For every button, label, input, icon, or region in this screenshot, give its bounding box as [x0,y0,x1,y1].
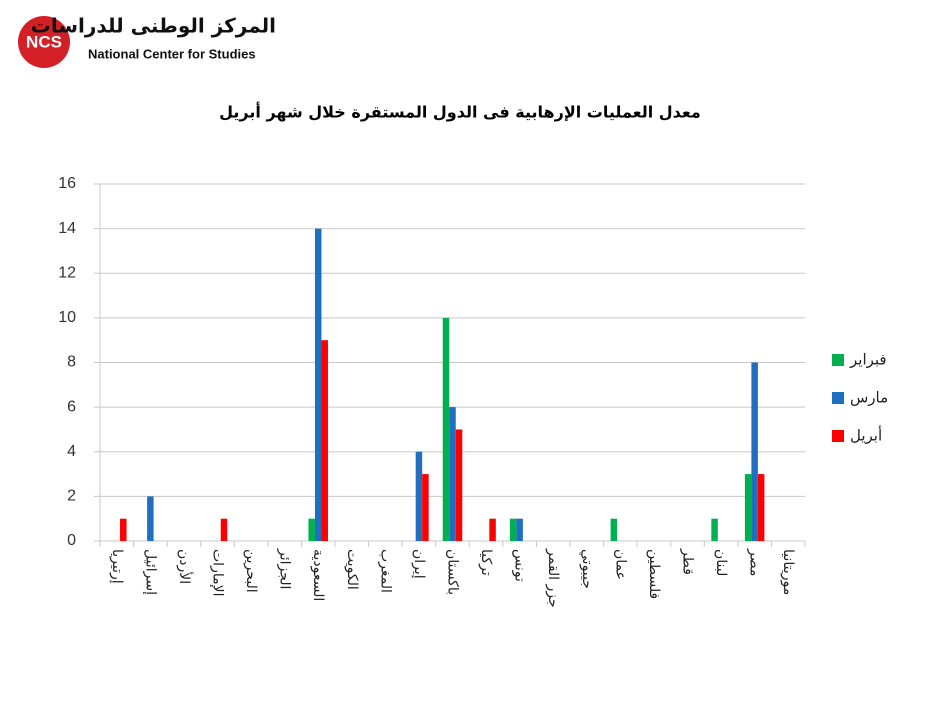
bar [422,474,429,541]
logo: NCS المركز الوطنى للدراسات National Cent… [18,14,276,68]
bar [147,496,154,541]
y-tick-label: 14 [58,220,76,237]
x-tick-label: الجزائر [277,548,293,589]
bar [744,474,752,541]
x-tick-label: تونس [512,549,528,582]
x-tick-label: مصر [747,548,763,576]
legend-label: فبراير [849,351,887,369]
legend-swatch [832,430,844,442]
chart-title: معدل العمليات الإرهابية فى الدول المستقر… [219,102,701,122]
bar [711,518,718,541]
bar [321,340,328,541]
x-tick-label: إرتيريا [109,549,125,584]
y-tick-label: 10 [58,309,76,326]
x-tick-label: تركيا [478,549,494,576]
x-tick-label: المغرب [377,549,393,593]
legend-swatch [832,354,844,366]
bar [120,518,127,541]
y-tick-label: 12 [58,264,76,281]
x-tick-label: إسرائيل [142,549,158,595]
bar [314,228,322,541]
y-tick-label: 2 [67,488,76,505]
y-tick-label: 16 [58,175,76,192]
bar [308,518,315,541]
legend-swatch [832,392,844,404]
x-tick-label: باكستان [445,549,461,595]
x-tick-label: جزر القمر [545,548,561,608]
bar [415,451,423,541]
legend-label: مارس [850,389,888,407]
bar [489,518,496,541]
y-tick-label: 6 [67,398,76,415]
logo-arabic: المركز الوطنى للدراسات [31,14,276,38]
bar [442,317,450,541]
x-tick-label: عمان [612,549,628,580]
y-tick-label: 0 [67,532,76,549]
x-tick-label: البحرين [243,549,259,593]
x-tick-label: لبنان [713,549,729,576]
x-tick-label: إيران [411,549,427,579]
bar [509,518,517,541]
x-tick-label: الإمارات [210,549,226,596]
bar [516,518,523,541]
x-tick-label: قطر [680,548,696,575]
bar [610,518,618,541]
logo-circle [18,16,70,68]
y-tick-label: 8 [67,354,76,371]
logo-english: National Center for Studies [88,46,256,61]
x-tick-label: الأردن [176,549,194,584]
legend-label: أبريل [850,426,882,445]
bar [757,474,765,541]
logo-mark: NCS [26,32,62,51]
x-tick-label: موريتانيا [780,549,796,595]
y-tick-label: 4 [67,443,76,460]
x-tick-label: جيبوتي [579,549,595,589]
x-tick-label: الكويت [344,549,360,590]
bar [449,407,456,541]
bar [751,362,758,541]
x-tick-label: فلسطين [646,549,662,599]
bar [455,429,463,541]
bar [220,518,228,541]
x-tick-label: السعودية [310,549,326,601]
